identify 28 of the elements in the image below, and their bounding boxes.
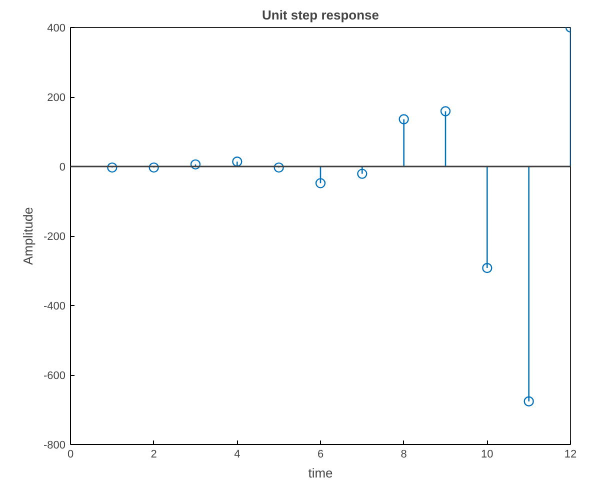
point <box>107 162 118 173</box>
y-axis-title: Amplitude <box>20 207 36 265</box>
point <box>524 396 534 406</box>
x-tick-label: 2 <box>150 448 157 460</box>
point <box>398 114 409 124</box>
y-tick-label: 400 <box>47 22 66 34</box>
point <box>357 168 368 179</box>
x-axis-title: time <box>308 466 333 480</box>
y-tick-label: 0 <box>59 162 66 174</box>
x-tick-label: 4 <box>234 448 240 460</box>
y-tick-label: -600 <box>43 370 66 382</box>
x-tick-label: 8 <box>400 448 407 460</box>
y-tick-label: -800 <box>43 440 66 452</box>
point <box>440 106 451 116</box>
y-tick-label: 200 <box>47 92 66 104</box>
y-tick-label: -200 <box>43 231 66 243</box>
point <box>148 162 159 173</box>
y-tick-label: -400 <box>43 300 66 312</box>
chart-title: Unit step response <box>262 8 380 22</box>
point <box>190 159 201 170</box>
point <box>315 178 326 188</box>
x-tick-label: 6 <box>317 448 324 460</box>
x-tick-label: 12 <box>564 448 577 460</box>
x-tick-label: 10 <box>481 448 494 460</box>
x-tick-label: 0 <box>67 448 74 460</box>
point <box>274 162 284 173</box>
point <box>232 156 242 167</box>
point <box>482 262 492 274</box>
